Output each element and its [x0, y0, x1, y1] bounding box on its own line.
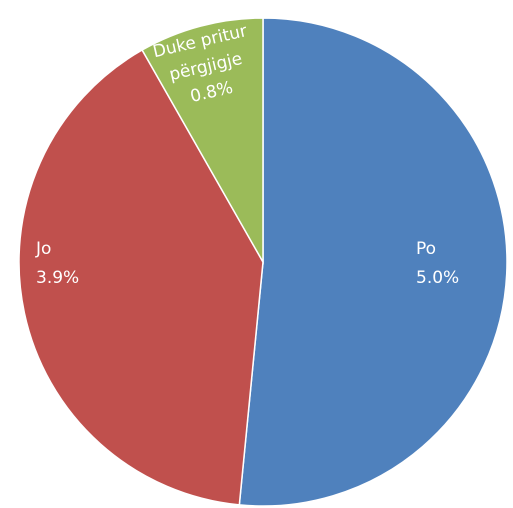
pie-slices — [18, 17, 508, 507]
pie-slice-duke-pritur — [141, 17, 264, 265]
pie-slice-jo — [18, 49, 264, 506]
slice-label-po: Po — [416, 239, 436, 259]
slice-value-po: 5.0% — [416, 268, 459, 288]
slice-value-jo: 3.9% — [36, 268, 79, 288]
slice-label-jo: Jo — [35, 239, 51, 259]
pie-slice-po — [238, 17, 508, 507]
